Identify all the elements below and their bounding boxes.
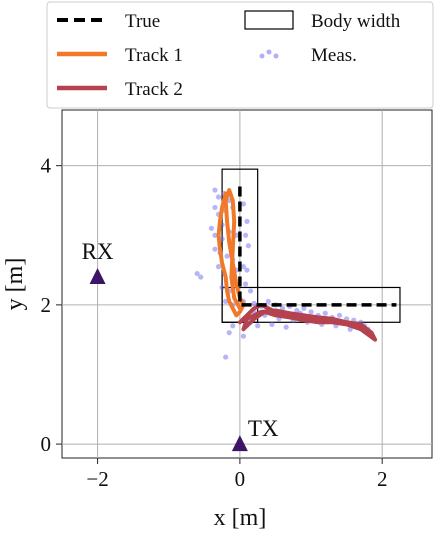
track-lines (216, 188, 378, 342)
x-tick-label: −2 (86, 467, 108, 491)
legend-meas-label: Meas. (311, 45, 357, 66)
legend-track2-label: Track 2 (125, 79, 183, 100)
measurement-point (212, 232, 218, 238)
x-tick-label: 2 (377, 467, 388, 491)
measurement-point (208, 225, 215, 231)
measurement-point (194, 270, 200, 277)
measurement-point (308, 309, 314, 315)
measurement-point (212, 246, 218, 252)
measurement-point (269, 321, 275, 327)
measurement-point (294, 307, 300, 314)
legend-frame (46, 1, 434, 109)
measurement-point (212, 204, 218, 211)
measurement-point (265, 298, 271, 304)
measurement-point (283, 324, 289, 330)
measurement-point (224, 253, 230, 259)
measurement-point (212, 187, 218, 193)
y-tick-label: 0 (41, 432, 52, 456)
legend-body-width-swatch (244, 10, 294, 30)
marker-tx-label: TX (248, 416, 279, 441)
markers: RX TX (82, 239, 279, 452)
measurement-point (336, 312, 343, 318)
measurement-point (242, 281, 249, 287)
track-1-line (216, 188, 246, 318)
axis-ticks: −2 0 2 0 2 4 (41, 154, 388, 491)
marker-tx-triangle (231, 435, 248, 452)
marker-rx-triangle (89, 268, 106, 285)
measurement-point (322, 310, 328, 316)
marker-rx-label: RX (82, 239, 114, 264)
measurement-point (240, 264, 247, 270)
measurement-point (240, 333, 247, 339)
measurement-point (219, 284, 225, 291)
measurement-point (247, 288, 254, 294)
y-axis-label: y [m] (2, 258, 28, 311)
measurement-point (244, 218, 250, 224)
measurement-point (215, 264, 222, 270)
y-tick-label: 2 (41, 293, 52, 317)
legend-meas-swatch-1 (259, 53, 265, 59)
measurement-point (226, 330, 232, 336)
measurement-point (240, 201, 247, 207)
true-path-line (238, 186, 397, 307)
legend: True Track 1 Track 2 Body width Meas. (46, 1, 434, 109)
x-axis-label: x [m] (214, 505, 267, 531)
true-path (238, 186, 397, 307)
measurement-point (251, 300, 257, 307)
track-2-line (237, 302, 378, 342)
measurement-point (198, 274, 204, 280)
measurement-point (255, 323, 261, 329)
measurement-point (223, 354, 229, 360)
measurement-point (230, 323, 236, 329)
legend-track1-label: Track 1 (125, 45, 183, 66)
y-tick-label: 4 (41, 154, 52, 178)
legend-true-label: True (125, 11, 160, 32)
x-tick-label: 0 (235, 467, 246, 491)
measurement-point (242, 232, 249, 238)
legend-meas-swatch-2 (266, 49, 272, 55)
measurement-point (301, 305, 307, 311)
measurement-point (244, 267, 250, 273)
legend-body-width-label: Body width (311, 11, 401, 32)
legend-meas-swatch-3 (273, 53, 279, 59)
measurement-point (215, 194, 222, 200)
measurement-point (245, 243, 252, 249)
